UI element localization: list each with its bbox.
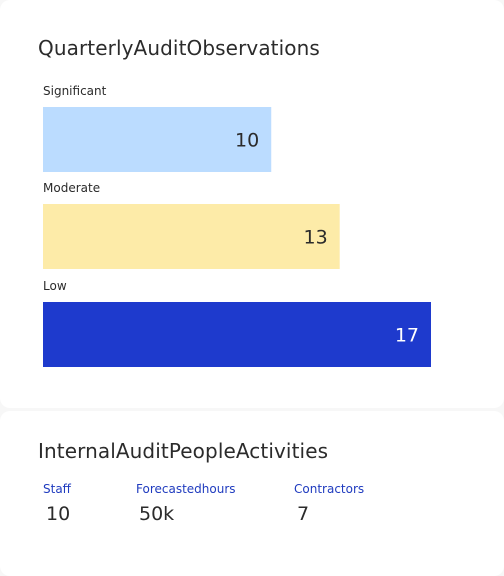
internal-audit-people-activities-card: InternalAuditPeopleActivities Staff 10 F… bbox=[0, 411, 504, 576]
bar-category-label-low: Low bbox=[43, 279, 67, 293]
stat-forecasted-hours-label: Forecastedhours bbox=[136, 482, 236, 496]
bar-value-label-significant: 10 bbox=[235, 130, 259, 152]
stat-contractors-value: 7 bbox=[297, 503, 310, 525]
bar-value-label-moderate: 13 bbox=[304, 227, 328, 249]
bar-category-label-significant: Significant bbox=[43, 84, 107, 98]
stat-staff-label: Staff bbox=[43, 482, 71, 496]
stat-forecasted-hours-value: 50k bbox=[139, 503, 175, 525]
observations-title: QuarterlyAuditObservations bbox=[38, 36, 320, 60]
quarterly-audit-observations-card: QuarterlyAuditObservations Significant 10… bbox=[38, 36, 431, 367]
people-activities-title: InternalAuditPeopleActivities bbox=[38, 439, 329, 463]
stat-forecasted-hours: Forecastedhours 50k bbox=[136, 482, 236, 525]
bar-significant[interactable] bbox=[43, 107, 272, 172]
bar-value-label-low: 17 bbox=[395, 325, 419, 347]
bar-category-label-moderate: Moderate bbox=[43, 181, 100, 195]
bar-low[interactable] bbox=[43, 302, 431, 367]
stat-staff: Staff 10 bbox=[43, 482, 71, 525]
stat-contractors: Contractors 7 bbox=[294, 482, 364, 525]
stat-contractors-label: Contractors bbox=[294, 482, 365, 496]
observations-bar-chart: Significant 10 Moderate 13 Low 17 bbox=[43, 84, 431, 367]
bar-moderate[interactable] bbox=[43, 204, 340, 269]
stat-staff-value: 10 bbox=[46, 503, 71, 525]
